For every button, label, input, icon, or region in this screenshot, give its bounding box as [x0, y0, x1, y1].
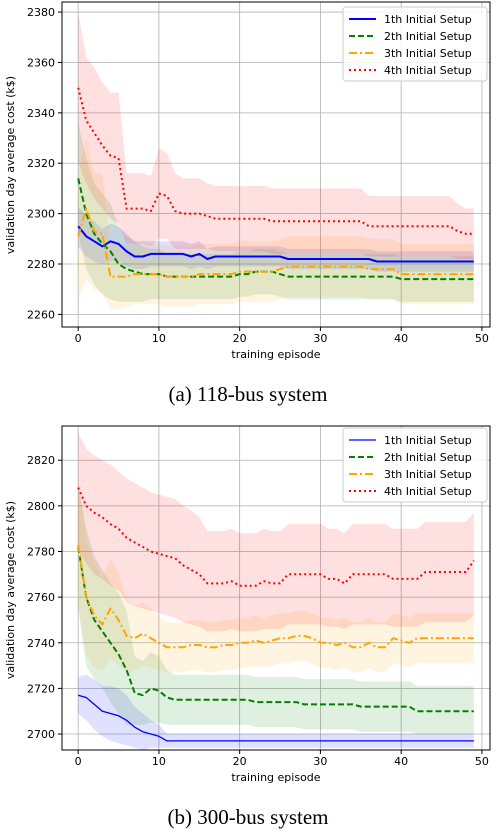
legend-label: 4th Initial Setup — [384, 485, 472, 498]
y-tick-label: 2380 — [27, 6, 55, 19]
x-tick-label: 10 — [152, 755, 166, 768]
x-tick-label: 20 — [233, 755, 247, 768]
x-tick-label: 50 — [475, 755, 489, 768]
plot-frame — [61, 1, 491, 328]
y-tick-label: 2260 — [27, 308, 55, 321]
caption-300-bus: (b) 300-bus system — [167, 805, 329, 829]
y-axis-label: validation day average cost (k$) — [4, 76, 17, 254]
y-tick-label: 2760 — [27, 591, 55, 604]
series-line — [77, 487, 475, 587]
x-tick-label: 10 — [152, 332, 166, 345]
y-tick-label: 2700 — [27, 728, 55, 741]
legend-box — [342, 427, 488, 503]
series-line — [77, 87, 474, 235]
chart-300-bus: 0 10 20 30 40 50 2700 2720 2740 2760 2780 2800 2820 t… — [4, 425, 491, 784]
series-line — [77, 544, 474, 649]
y-tick-label: 2300 — [27, 208, 55, 221]
confidence-band — [78, 138, 474, 310]
y-tick-label: 2280 — [27, 258, 55, 271]
series-line — [77, 225, 474, 263]
legend-box — [342, 6, 488, 82]
legend-label: 3th Initial Setup — [384, 468, 472, 481]
series-line — [78, 694, 474, 742]
x-axis-label: training episode — [231, 771, 320, 784]
y-tick-label: 2320 — [27, 157, 55, 170]
legend-label: 1th Initial Setup — [384, 13, 472, 26]
series-line — [77, 546, 474, 713]
series-line — [77, 178, 474, 281]
legend-label: 2th Initial Setup — [384, 30, 472, 43]
y-tick-label: 2740 — [27, 637, 55, 650]
x-tick-label: 50 — [475, 332, 489, 345]
y-tick-label: 2800 — [27, 500, 55, 513]
y-tick-label: 2780 — [27, 545, 55, 558]
legend-label: 3th Initial Setup — [384, 47, 472, 60]
confidence-band — [78, 206, 474, 272]
confidence-band — [78, 12, 474, 259]
y-tick-label: 2720 — [27, 682, 55, 695]
y-tick-label: 2360 — [27, 56, 55, 69]
legend-label: 1th Initial Setup — [384, 434, 472, 447]
legend-label: 4th Initial Setup — [384, 64, 472, 77]
x-tick-label: 0 — [75, 332, 82, 345]
legend-label: 2th Initial Setup — [384, 451, 472, 464]
x-axis-label: training episode — [231, 348, 320, 361]
x-tick-label: 0 — [75, 755, 82, 768]
confidence-band — [78, 483, 474, 673]
x-tick-label: 40 — [394, 332, 408, 345]
plot-frame — [61, 425, 491, 751]
confidence-band — [78, 122, 474, 302]
chart-118-bus: 0 10 20 30 40 50 2260 2280 2300 2320 2340 2360 2380 t… — [4, 1, 491, 361]
x-tick-label: 30 — [313, 755, 327, 768]
x-tick-label: 30 — [313, 332, 327, 345]
confidence-band — [78, 432, 474, 632]
x-tick-label: 20 — [233, 332, 247, 345]
caption-118-bus: (a) 118-bus system — [168, 382, 328, 406]
y-tick-label: 2820 — [27, 454, 55, 467]
series-line — [77, 207, 474, 278]
x-tick-label: 40 — [394, 755, 408, 768]
confidence-band — [78, 483, 474, 734]
y-tick-label: 2340 — [27, 107, 55, 120]
y-axis-label: validation day average cost (k$) — [4, 501, 17, 679]
confidence-band — [78, 674, 474, 750]
